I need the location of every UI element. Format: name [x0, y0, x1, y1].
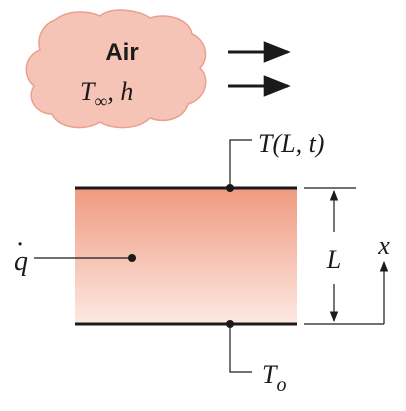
- slab: [75, 188, 297, 324]
- thickness-label: L: [326, 245, 341, 274]
- ambient-temp-symbol: T: [80, 77, 96, 106]
- air-cloud: [25, 9, 207, 129]
- ambient-temp-subscript: ∞: [94, 91, 107, 111]
- top-temperature-leader: [229, 139, 252, 188]
- top-temperature-label: T(L, t): [258, 129, 324, 158]
- bottom-temp-subscript: o: [276, 374, 286, 396]
- bottom-temperature-leader: [229, 324, 252, 373]
- generation-symbol: q: [14, 246, 28, 277]
- ambient-h-label: , h: [107, 77, 133, 106]
- bottom-temperature-label: To: [262, 360, 286, 396]
- bottom-temp-symbol: T: [262, 360, 278, 389]
- x-axis-label: x: [377, 231, 390, 260]
- generation-dot: •: [18, 237, 22, 251]
- air-label: Air: [105, 39, 138, 66]
- generation-point: [128, 254, 136, 262]
- ambient-conditions-label: T∞, h: [80, 77, 133, 111]
